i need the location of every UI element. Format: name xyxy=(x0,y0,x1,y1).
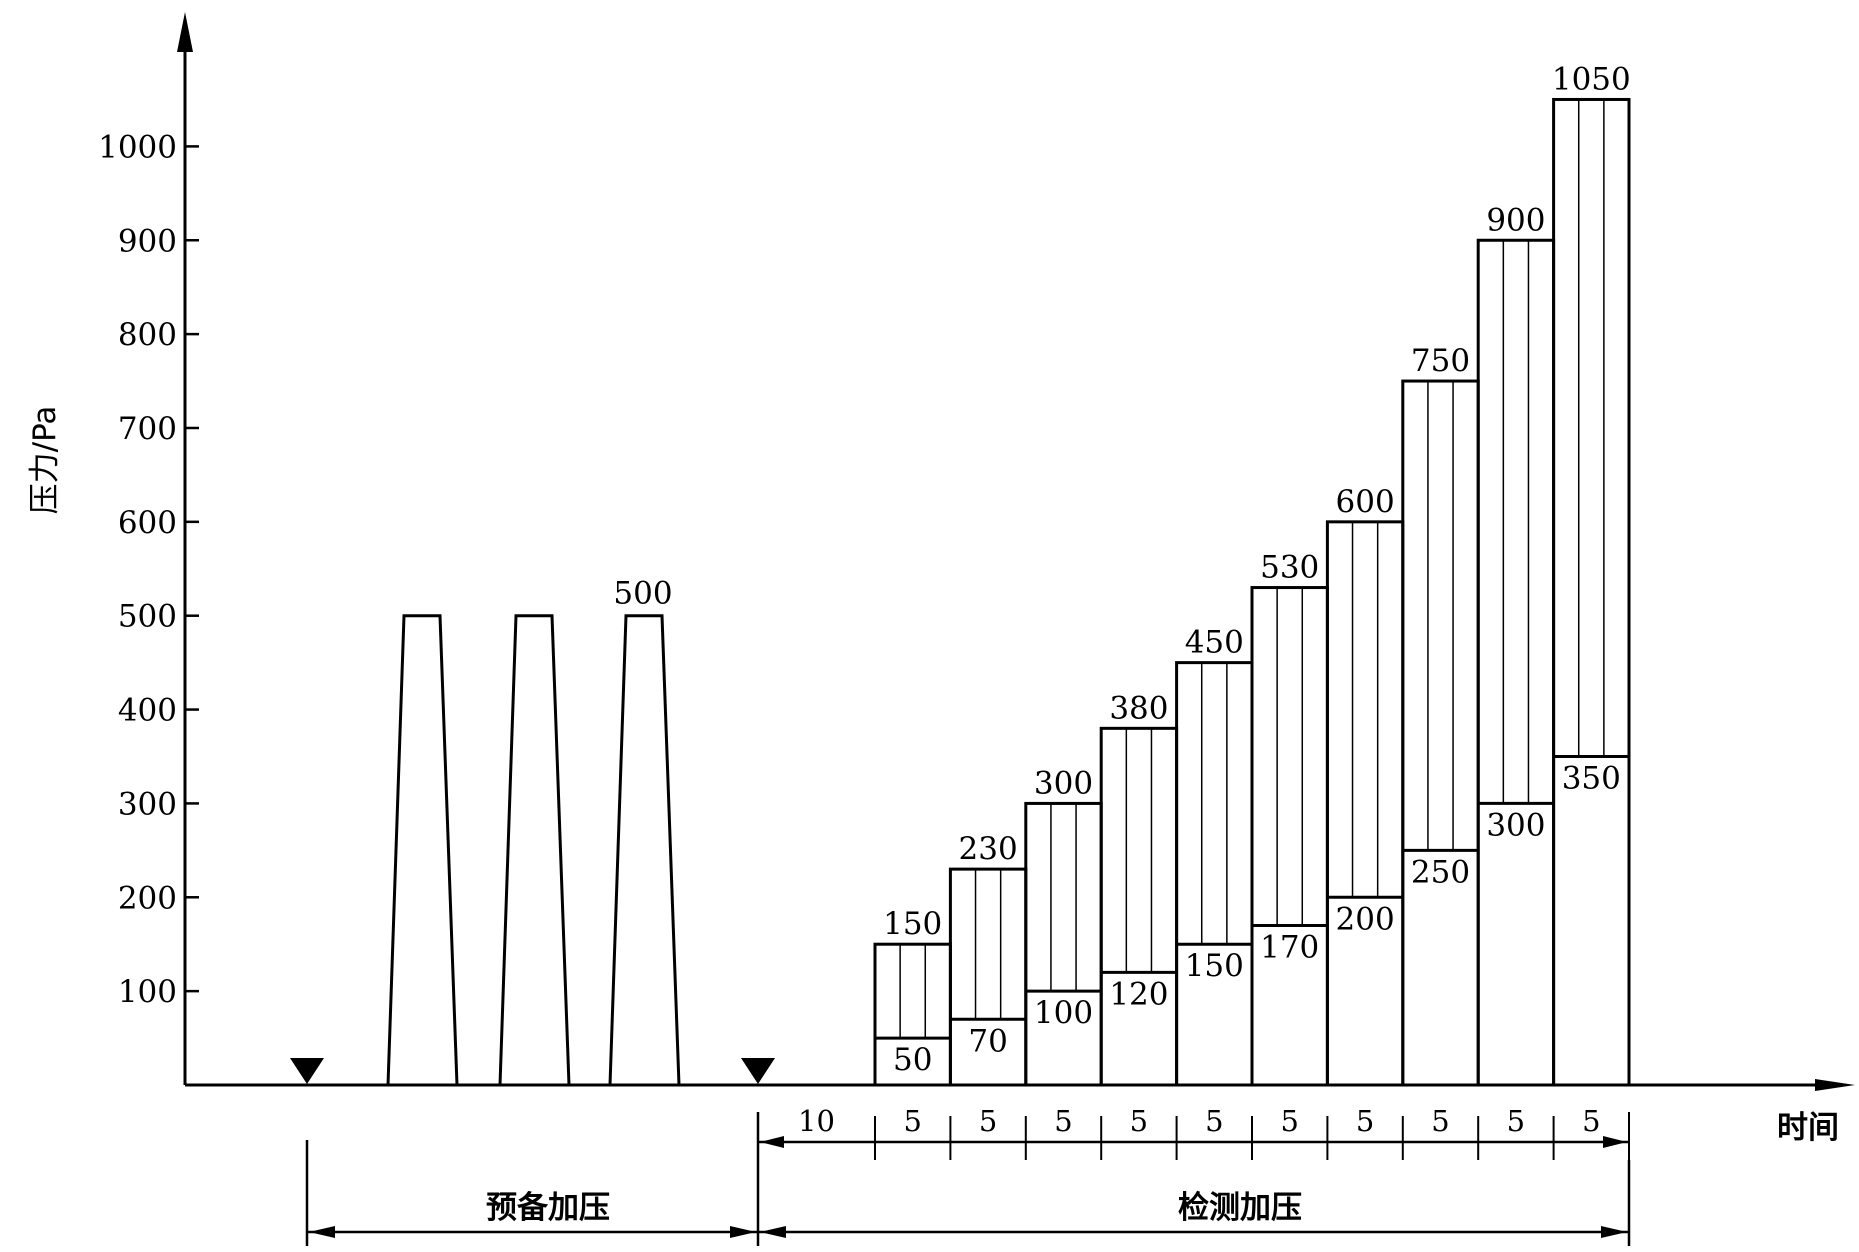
positive-pressure-bar xyxy=(1250,586,1329,1087)
y-tick-label: 200 xyxy=(118,880,177,916)
negative-value-label: 200 xyxy=(1336,901,1395,937)
negative-value-label: 150 xyxy=(1185,948,1244,984)
y-tick-label: 100 xyxy=(118,974,177,1010)
duration-arrow-left xyxy=(760,1136,784,1148)
negative-value-label: 50 xyxy=(893,1042,932,1078)
duration-label: 5 xyxy=(1431,1104,1449,1138)
test-pressure-steps xyxy=(873,97,1631,1087)
phase-arrow xyxy=(1601,1226,1627,1238)
positive-pressure-bar xyxy=(1552,97,1631,1087)
duration-label: 5 xyxy=(1130,1104,1148,1138)
duration-label: 5 xyxy=(1205,1104,1223,1138)
pre-pressure-label: 预备加压 xyxy=(486,1190,610,1226)
y-tick-label: 300 xyxy=(118,786,177,822)
duration-arrow-right xyxy=(1603,1136,1627,1148)
y-tick-label: 1000 xyxy=(98,129,177,165)
positive-pressure-bar xyxy=(1476,238,1556,1087)
duration-label: 5 xyxy=(1507,1104,1525,1138)
positive-value-label: 750 xyxy=(1411,343,1470,379)
positive-value-label: 300 xyxy=(1034,765,1093,801)
y-tick-label: 400 xyxy=(118,693,177,729)
y-tick-label: 800 xyxy=(118,317,177,353)
y-tick-label: 500 xyxy=(118,599,177,635)
positive-value-label: 380 xyxy=(1109,690,1168,726)
test-pressure-label: 检测加压 xyxy=(1178,1190,1302,1226)
negative-value-label: 250 xyxy=(1411,854,1470,890)
phase-arrow xyxy=(730,1226,756,1238)
positive-pressure-bar xyxy=(1099,726,1179,1087)
positive-value-label: 150 xyxy=(883,906,942,942)
duration-label: 5 xyxy=(979,1104,997,1138)
y-ticks: 100 200 300 400 500 600 700 800 900 1000 xyxy=(98,129,199,1010)
phase-arrow xyxy=(760,1226,786,1238)
positive-value-label: 450 xyxy=(1185,625,1244,661)
duration-label: 5 xyxy=(1582,1104,1600,1138)
positive-value-label: 900 xyxy=(1486,202,1545,238)
value-labels: 500 150 50 230 70 300 100 380 120 450 150 530 170 600… xyxy=(613,61,1630,1078)
positive-value-label: 1050 xyxy=(1552,61,1631,97)
y-axis-title: 压力/Pa xyxy=(27,406,63,515)
duration-bar: 10 5 5 5 5 5 5 5 5 5 5 xyxy=(757,1104,1630,1160)
duration-label: 10 xyxy=(798,1104,835,1138)
start-marker xyxy=(290,1058,324,1084)
positive-pressure-bar xyxy=(1024,801,1103,1087)
phase-bar xyxy=(305,1112,1631,1246)
pre-pressure-pulse xyxy=(386,614,459,1086)
negative-value-label: 120 xyxy=(1109,976,1168,1012)
positive-pressure-bar xyxy=(1175,661,1254,1087)
negative-value-label: 300 xyxy=(1486,807,1545,843)
y-tick-label: 700 xyxy=(118,411,177,447)
positive-value-label: 230 xyxy=(959,831,1018,867)
negative-value-label: 70 xyxy=(968,1023,1007,1059)
phase-arrow xyxy=(309,1226,335,1238)
y-axis-arrow xyxy=(177,12,193,52)
pre-pressure-value-label: 500 xyxy=(613,576,672,612)
negative-value-label: 100 xyxy=(1034,995,1093,1031)
negative-value-label: 350 xyxy=(1562,760,1621,796)
pre-pressure-pulse xyxy=(608,614,681,1086)
y-tick-label: 900 xyxy=(118,223,177,259)
duration-label: 5 xyxy=(1054,1104,1072,1138)
duration-label: 5 xyxy=(1280,1104,1298,1138)
positive-pressure-bar xyxy=(1401,379,1480,1087)
positive-pressure-bar xyxy=(1325,520,1405,1087)
positive-value-label: 600 xyxy=(1336,484,1395,520)
y-tick-label: 600 xyxy=(118,505,177,541)
pre-pressure-pulse xyxy=(498,614,571,1086)
start-marker xyxy=(741,1058,775,1084)
pre-pressure-pulses xyxy=(386,614,681,1086)
duration-label: 5 xyxy=(903,1104,921,1138)
positive-value-label: 530 xyxy=(1260,550,1319,586)
negative-value-label: 170 xyxy=(1260,929,1319,965)
x-axis-title: 时间 xyxy=(1777,1110,1839,1146)
duration-label: 5 xyxy=(1356,1104,1374,1138)
x-axis-arrow xyxy=(1815,1079,1855,1091)
